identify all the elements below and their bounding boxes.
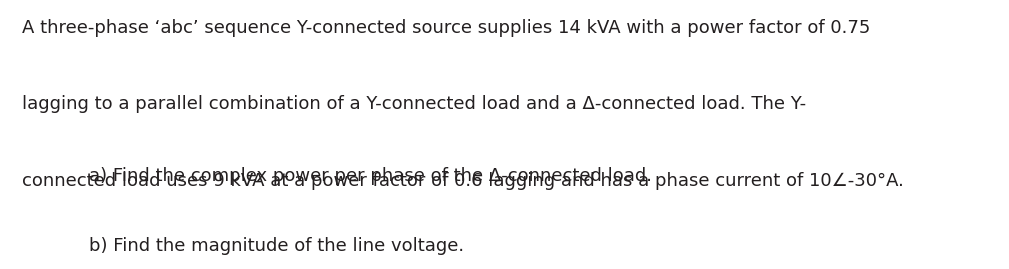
Text: connected load uses 9 kVA at a power factor of 0.6 lagging and has a phase curre: connected load uses 9 kVA at a power fac…	[22, 172, 904, 190]
Text: a) Find the complex power per phase of the Δ-connected load.: a) Find the complex power per phase of t…	[89, 167, 652, 185]
Text: b) Find the magnitude of the line voltage.: b) Find the magnitude of the line voltag…	[89, 237, 464, 255]
Text: A three-phase ‘abc’ sequence Y-connected source supplies 14 kVA with a power fac: A three-phase ‘abc’ sequence Y-connected…	[22, 19, 871, 37]
Text: lagging to a parallel combination of a Y-connected load and a Δ-connected load. : lagging to a parallel combination of a Y…	[22, 95, 806, 114]
